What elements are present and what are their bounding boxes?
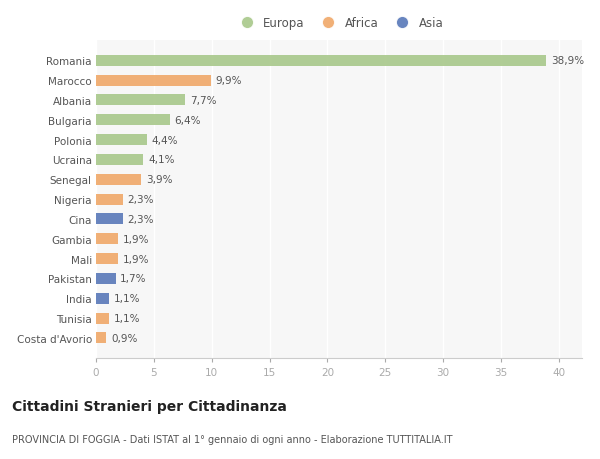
Bar bbox=[96, 333, 106, 344]
Text: 0,9%: 0,9% bbox=[111, 333, 137, 343]
Bar bbox=[96, 313, 109, 324]
Text: PROVINCIA DI FOGGIA - Dati ISTAT al 1° gennaio di ogni anno - Elaborazione TUTTI: PROVINCIA DI FOGGIA - Dati ISTAT al 1° g… bbox=[12, 434, 452, 444]
Bar bbox=[96, 56, 546, 67]
Bar bbox=[96, 95, 185, 106]
Text: 1,9%: 1,9% bbox=[122, 234, 149, 244]
Bar bbox=[96, 155, 143, 166]
Text: 2,3%: 2,3% bbox=[127, 195, 154, 205]
Text: 2,3%: 2,3% bbox=[127, 214, 154, 224]
Text: 38,9%: 38,9% bbox=[551, 56, 584, 66]
Text: 4,4%: 4,4% bbox=[152, 135, 178, 146]
Text: 6,4%: 6,4% bbox=[175, 116, 201, 125]
Text: 1,7%: 1,7% bbox=[120, 274, 147, 284]
Bar bbox=[96, 253, 118, 264]
Bar bbox=[96, 194, 122, 205]
Bar bbox=[96, 174, 141, 185]
Text: 1,1%: 1,1% bbox=[113, 313, 140, 324]
Text: Cittadini Stranieri per Cittadinanza: Cittadini Stranieri per Cittadinanza bbox=[12, 399, 287, 413]
Bar bbox=[96, 293, 109, 304]
Bar bbox=[96, 115, 170, 126]
Text: 1,1%: 1,1% bbox=[113, 294, 140, 303]
Bar bbox=[96, 234, 118, 245]
Legend: Europa, Africa, Asia: Europa, Africa, Asia bbox=[230, 12, 448, 35]
Text: 4,1%: 4,1% bbox=[148, 155, 175, 165]
Text: 7,7%: 7,7% bbox=[190, 96, 216, 106]
Bar bbox=[96, 214, 122, 225]
Bar bbox=[96, 274, 116, 284]
Text: 9,9%: 9,9% bbox=[215, 76, 242, 86]
Text: 3,9%: 3,9% bbox=[146, 175, 172, 185]
Text: 1,9%: 1,9% bbox=[122, 254, 149, 264]
Bar bbox=[96, 135, 147, 146]
Bar bbox=[96, 75, 211, 86]
